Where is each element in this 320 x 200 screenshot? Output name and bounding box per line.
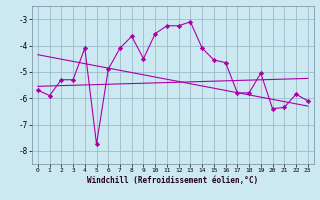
X-axis label: Windchill (Refroidissement éolien,°C): Windchill (Refroidissement éolien,°C) bbox=[87, 176, 258, 185]
